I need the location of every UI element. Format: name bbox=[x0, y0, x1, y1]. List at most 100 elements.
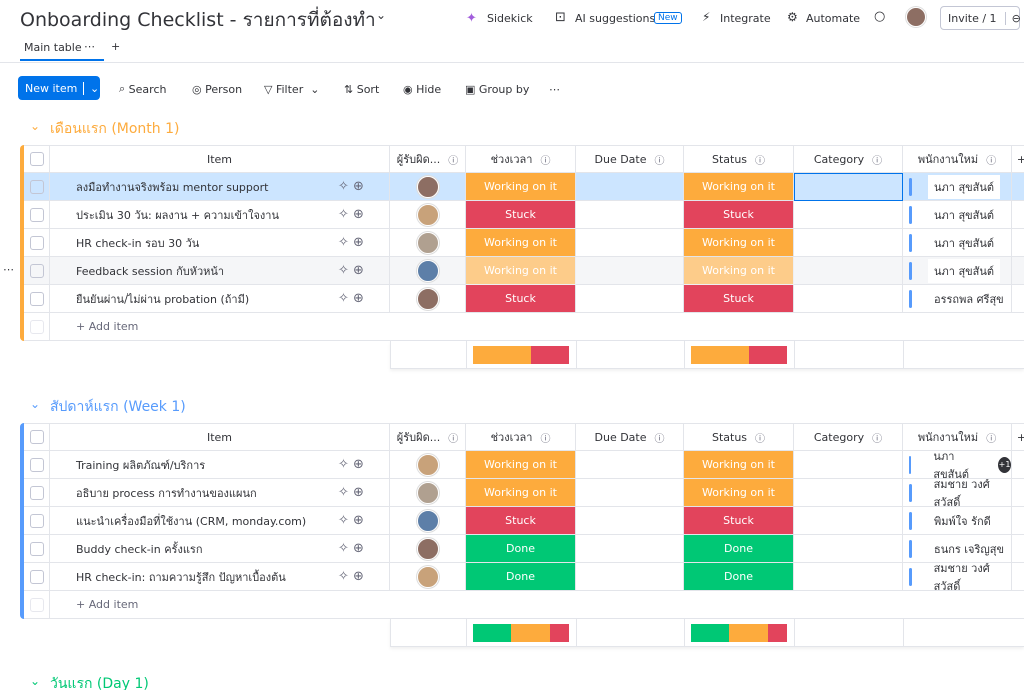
employee-cell[interactable]: นภา สุขสันต์ bbox=[903, 257, 1012, 285]
item-actions[interactable]: ✧ ⊕ bbox=[313, 563, 390, 591]
checkbox[interactable] bbox=[29, 485, 44, 500]
group-collapse[interactable]: ⌄ bbox=[30, 119, 41, 133]
checkbox[interactable] bbox=[29, 541, 44, 556]
category-cell[interactable] bbox=[794, 479, 903, 507]
person-cell[interactable] bbox=[390, 535, 466, 563]
checkbox[interactable] bbox=[29, 291, 44, 306]
item-actions[interactable]: ✧ ⊕ bbox=[313, 535, 390, 563]
due-date-cell[interactable] bbox=[576, 173, 684, 201]
due-date-cell[interactable] bbox=[576, 201, 684, 229]
search-button[interactable]: ⌕ Search bbox=[119, 82, 167, 96]
status-cell[interactable]: Working on it bbox=[684, 229, 794, 257]
new-item-caret[interactable]: ⌄ bbox=[83, 81, 99, 95]
checkbox[interactable] bbox=[29, 152, 44, 166]
add-tab[interactable]: + bbox=[111, 40, 121, 53]
category-cell[interactable] bbox=[794, 173, 903, 201]
item-actions[interactable]: ✧ ⊕ bbox=[313, 285, 390, 313]
person-cell[interactable] bbox=[390, 257, 466, 285]
person-cell[interactable] bbox=[390, 479, 466, 507]
category-cell[interactable] bbox=[794, 507, 903, 535]
automate-button[interactable]: Automate bbox=[806, 12, 861, 25]
due-date-cell[interactable] bbox=[576, 535, 684, 563]
category-cell[interactable] bbox=[794, 451, 903, 479]
person-cell[interactable] bbox=[390, 229, 466, 257]
checkbox[interactable] bbox=[29, 207, 44, 222]
due-date-cell[interactable] bbox=[576, 479, 684, 507]
item-cell[interactable]: ยืนยันผ่าน/ไม่ผ่าน probation (ถ้ามี) bbox=[50, 285, 313, 313]
person-cell[interactable] bbox=[390, 507, 466, 535]
status-cell[interactable]: Done bbox=[684, 535, 794, 563]
add-item[interactable]: + Add item bbox=[50, 591, 1024, 619]
filter-button[interactable]: ▽ Filter ⌄ bbox=[264, 82, 320, 96]
due-date-cell[interactable] bbox=[576, 285, 684, 313]
board-title[interactable]: Onboarding Checklist - รายการที่ต้องทำ bbox=[20, 9, 376, 31]
add-column[interactable]: + bbox=[1012, 145, 1024, 173]
item-cell[interactable]: HR check-in รอบ 30 วัน bbox=[50, 229, 313, 257]
period-cell[interactable]: Done bbox=[466, 563, 576, 591]
title-caret[interactable]: ⌄ bbox=[376, 8, 387, 22]
employee-cell[interactable]: นภา สุขสันต์ bbox=[903, 229, 1012, 257]
status-cell[interactable]: Working on it bbox=[684, 479, 794, 507]
employee-cell[interactable]: นภา สุขสันต์ +1 bbox=[903, 451, 1012, 479]
group-title[interactable]: สัปดาห์แรก (Week 1) bbox=[50, 399, 186, 415]
item-actions[interactable]: ✧ ⊕ bbox=[313, 229, 390, 257]
person-cell[interactable] bbox=[390, 173, 466, 201]
category-cell[interactable] bbox=[794, 535, 903, 563]
employee-cell[interactable]: พิมพ์ใจ รักดี bbox=[903, 507, 1012, 535]
item-actions[interactable]: ✧ ⊕ bbox=[313, 451, 390, 479]
add-item[interactable]: + Add item bbox=[50, 313, 1024, 341]
checkbox[interactable] bbox=[29, 430, 44, 444]
status-cell[interactable]: Stuck bbox=[684, 285, 794, 313]
item-cell[interactable]: ประเมิน 30 วัน: ผลงาน + ความเข้าใจงาน bbox=[50, 201, 313, 229]
add-column[interactable]: + bbox=[1012, 423, 1024, 451]
period-cell[interactable]: Working on it bbox=[466, 257, 576, 285]
item-cell[interactable]: แนะนำเครื่องมือที่ใช้งาน (CRM, monday.co… bbox=[50, 507, 313, 535]
category-cell[interactable] bbox=[794, 201, 903, 229]
row-menu[interactable]: ⋯ bbox=[3, 263, 14, 276]
category-cell[interactable] bbox=[794, 285, 903, 313]
item-cell[interactable]: Training ผลิตภัณฑ์/บริการ bbox=[50, 451, 313, 479]
invite-button[interactable]: Invite / 1 ⊖ bbox=[940, 6, 1021, 30]
checkbox[interactable] bbox=[29, 235, 44, 250]
hide-button[interactable]: ◉ Hide bbox=[403, 82, 442, 96]
period-cell[interactable]: Done bbox=[466, 535, 576, 563]
due-date-cell[interactable] bbox=[576, 507, 684, 535]
status-cell[interactable]: Working on it bbox=[684, 451, 794, 479]
item-actions[interactable]: ✧ ⊕ bbox=[313, 257, 390, 285]
main-table-tab[interactable]: Main table bbox=[24, 41, 82, 54]
checkbox[interactable] bbox=[29, 569, 44, 584]
status-cell[interactable]: Working on it bbox=[684, 173, 794, 201]
user-avatar[interactable] bbox=[906, 7, 926, 27]
new-item-button[interactable]: New item ⌄ bbox=[18, 76, 100, 100]
person-cell[interactable] bbox=[390, 201, 466, 229]
comments-icon[interactable]: ○ bbox=[874, 9, 886, 24]
item-cell[interactable]: Feedback session กับหัวหน้า bbox=[50, 257, 313, 285]
status-cell[interactable]: Working on it bbox=[684, 257, 794, 285]
item-actions[interactable]: ✧ ⊕ bbox=[313, 507, 390, 535]
group-collapse[interactable]: ⌄ bbox=[30, 674, 41, 688]
employee-cell[interactable]: ธนกร เจริญสุข bbox=[903, 535, 1012, 563]
period-cell[interactable]: Working on it bbox=[466, 479, 576, 507]
item-cell[interactable]: อธิบาย process การทำงานของแผนก bbox=[50, 479, 313, 507]
checkbox[interactable] bbox=[29, 513, 44, 528]
period-cell[interactable]: Working on it bbox=[466, 173, 576, 201]
employee-cell[interactable]: อรรถพล ศรีสุข bbox=[903, 285, 1012, 313]
group-title[interactable]: เดือนแรก (Month 1) bbox=[50, 121, 180, 137]
item-cell[interactable]: HR check-in: ถามความรู้สึก ปัญหาเบื้องต้… bbox=[50, 563, 313, 591]
item-actions[interactable]: ✧ ⊕ bbox=[313, 479, 390, 507]
due-date-cell[interactable] bbox=[576, 563, 684, 591]
status-cell[interactable]: Stuck bbox=[684, 507, 794, 535]
item-actions[interactable]: ✧ ⊕ bbox=[313, 173, 390, 201]
period-cell[interactable]: Stuck bbox=[466, 285, 576, 313]
period-cell[interactable]: Stuck bbox=[466, 507, 576, 535]
sort-button[interactable]: ⇅ Sort bbox=[344, 82, 380, 96]
item-cell[interactable]: ลงมือทำงานจริงพร้อม mentor support bbox=[50, 173, 313, 201]
person-cell[interactable] bbox=[390, 285, 466, 313]
integrate-button[interactable]: Integrate bbox=[720, 12, 771, 25]
due-date-cell[interactable] bbox=[576, 229, 684, 257]
item-actions[interactable]: ✧ ⊕ bbox=[313, 201, 390, 229]
period-cell[interactable]: Stuck bbox=[466, 201, 576, 229]
period-cell[interactable]: Working on it bbox=[466, 229, 576, 257]
employee-cell[interactable]: สมชาย วงศ์สวัสดิ์ bbox=[903, 563, 1012, 591]
category-cell[interactable] bbox=[794, 563, 903, 591]
